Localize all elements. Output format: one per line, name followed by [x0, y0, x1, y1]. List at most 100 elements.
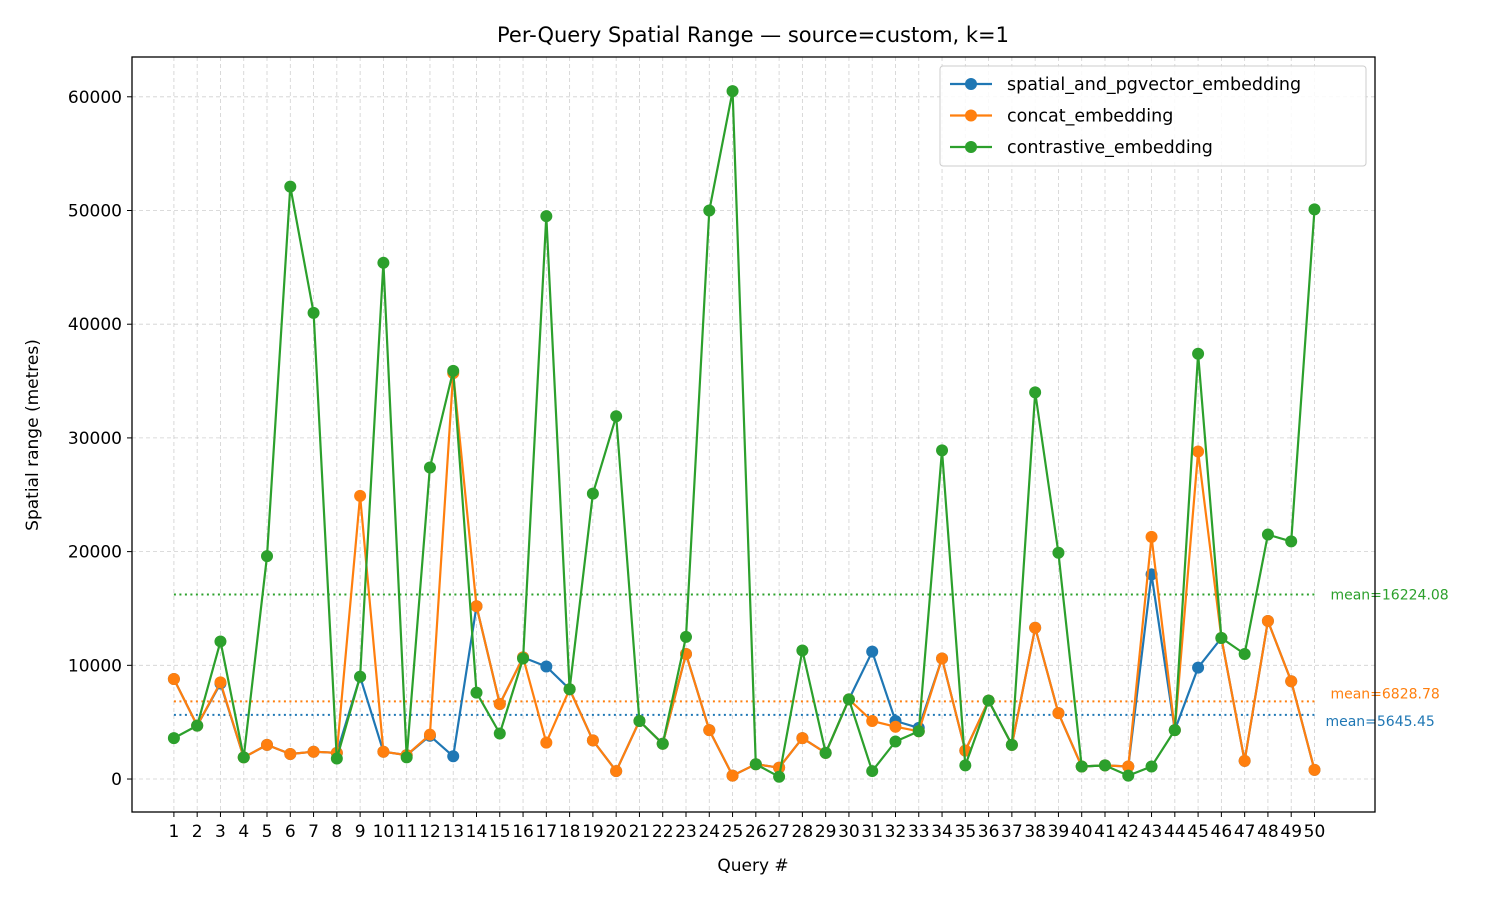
x-tick-label: 28 [792, 822, 814, 842]
data-point [959, 759, 972, 772]
x-tick-label: 1 [168, 822, 179, 842]
data-point [1192, 347, 1205, 360]
x-tick-label: 2 [192, 822, 203, 842]
x-tick-label: 6 [285, 822, 296, 842]
data-point [563, 683, 576, 696]
data-point [796, 644, 809, 657]
x-tick-label: 18 [559, 822, 581, 842]
data-point [749, 758, 762, 771]
data-point [540, 736, 553, 749]
legend: spatial_and_pgvector_embedding concat_emb… [939, 65, 1367, 167]
data-point [261, 550, 274, 563]
legend-label: spatial_and_pgvector_embedding [1007, 75, 1301, 95]
x-tick-label: 32 [885, 822, 907, 842]
data-point [493, 727, 506, 740]
data-point [1145, 760, 1158, 773]
x-tick-label: 3 [215, 822, 226, 842]
series-layer [167, 85, 1321, 783]
data-point [1075, 760, 1088, 773]
data-point [1145, 530, 1158, 543]
data-point [1005, 738, 1018, 751]
x-tick-label: 39 [1048, 822, 1070, 842]
data-point [1285, 675, 1298, 688]
x-tick-label: 26 [745, 822, 767, 842]
data-point [796, 732, 809, 745]
data-point [982, 694, 995, 707]
x-tick-label: 45 [1187, 822, 1209, 842]
x-tick-label: 40 [1071, 822, 1093, 842]
x-tick-label: 19 [582, 822, 604, 842]
data-point [1261, 614, 1274, 627]
data-point [167, 672, 180, 685]
x-tick-label: 31 [861, 822, 883, 842]
data-point [1192, 445, 1205, 458]
data-point [1308, 763, 1321, 776]
data-point [703, 204, 716, 217]
data-point [936, 444, 949, 457]
x-tick-label: 41 [1094, 822, 1116, 842]
data-point [889, 735, 902, 748]
x-tick-label: 37 [1001, 822, 1023, 842]
data-point [330, 752, 343, 765]
y-axis: 0 10000 20000 30000 40000 50000 60000 [68, 88, 132, 790]
y-tick-label: 0 [111, 770, 122, 790]
x-tick-label: 20 [605, 822, 627, 842]
data-point [726, 769, 739, 782]
data-point [517, 652, 530, 665]
x-tick-label: 42 [1117, 822, 1139, 842]
series-line [172, 573, 1316, 777]
data-point [1261, 528, 1274, 541]
data-point [1098, 759, 1111, 772]
x-tick-label: 36 [978, 822, 1000, 842]
y-axis-label: Spatial range (metres) [23, 339, 43, 531]
x-tick-label: 13 [442, 822, 464, 842]
y-tick-label: 10000 [68, 656, 122, 676]
x-axis-label: Query # [717, 856, 788, 876]
data-point [540, 660, 553, 673]
data-point [400, 751, 413, 764]
legend-label: concat_embedding [1007, 107, 1173, 127]
y-tick-label: 20000 [68, 543, 122, 563]
data-point [377, 745, 390, 758]
data-point [656, 737, 669, 750]
x-tick-label: 23 [675, 822, 697, 842]
data-point [586, 487, 599, 500]
legend-marker [965, 78, 977, 90]
data-point [261, 738, 274, 751]
data-point [1192, 661, 1205, 674]
x-tick-label: 22 [652, 822, 674, 842]
y-tick-label: 40000 [68, 315, 122, 335]
data-point [1285, 535, 1298, 548]
x-tick-label: 8 [331, 822, 342, 842]
x-axis: 1 2 3 4 5 6 7 8 9 10 11 12 13 14 15 16 17 18 19 20 21 22 23 24 2… [168, 812, 1325, 842]
x-tick-label: 43 [1141, 822, 1163, 842]
data-point [354, 670, 367, 683]
data-point [610, 765, 623, 778]
legend-marker [965, 109, 977, 122]
chart-title: Per-Query Spatial Range — source=custom,… [497, 23, 1009, 47]
data-point [493, 697, 506, 710]
y-tick-label: 50000 [68, 202, 122, 222]
x-tick-label: 33 [908, 822, 930, 842]
data-point [307, 306, 320, 319]
data-point [237, 751, 250, 764]
x-tick-label: 17 [536, 822, 558, 842]
x-tick-label: 14 [466, 822, 488, 842]
x-tick-label: 48 [1257, 822, 1279, 842]
data-point [447, 364, 460, 377]
data-point [586, 734, 599, 747]
data-point [214, 635, 227, 648]
x-tick-label: 46 [1211, 822, 1233, 842]
data-point [1215, 632, 1228, 645]
data-point [167, 732, 180, 745]
data-point [1168, 724, 1181, 737]
x-tick-label: 50 [1304, 822, 1326, 842]
data-point [819, 746, 832, 759]
data-point [1238, 754, 1251, 767]
data-point [866, 765, 879, 778]
data-point [679, 630, 692, 643]
mean-label: mean=6828.78 [1330, 686, 1439, 702]
x-tick-label: 34 [931, 822, 953, 842]
data-point [703, 724, 716, 737]
